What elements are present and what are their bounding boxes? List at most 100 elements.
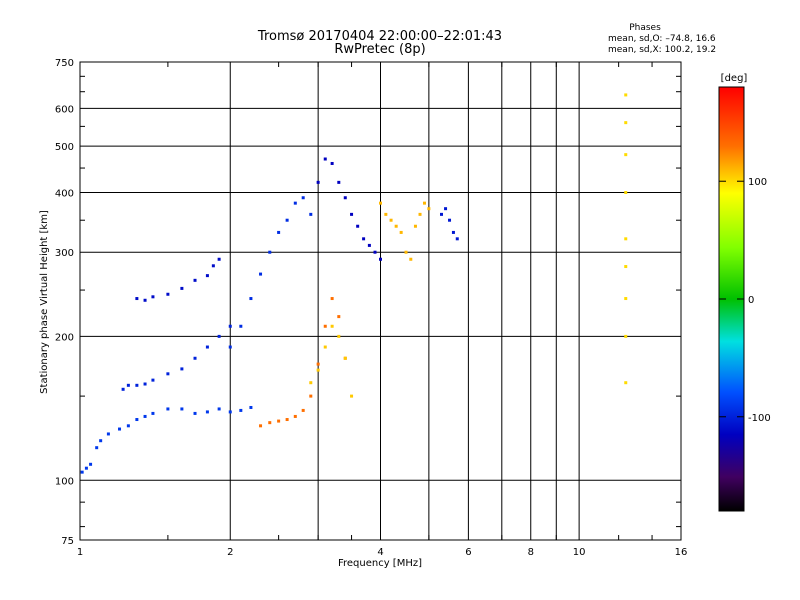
data-point <box>228 410 232 414</box>
chart-subtitle: RwPretec (8p) <box>334 42 425 57</box>
series-orange-band <box>259 297 347 428</box>
data-point <box>399 230 403 234</box>
data-point <box>404 250 408 254</box>
data-point <box>624 93 628 97</box>
data-point <box>180 367 184 371</box>
x-tick-label: 6 <box>465 547 471 558</box>
data-point <box>126 383 130 387</box>
series-f-layer-right <box>440 207 459 241</box>
data-point <box>193 278 197 282</box>
y-tick-label: 750 <box>55 58 74 69</box>
data-point <box>379 201 382 205</box>
data-point <box>259 272 263 276</box>
data-point <box>211 264 215 268</box>
colorbar-ticks: 100 0 -100 <box>719 177 771 424</box>
data-point <box>293 414 297 418</box>
y-axis-label: Stationary phase Virtual Height [km] <box>39 210 50 394</box>
data-point <box>217 257 221 261</box>
data-point <box>309 381 313 385</box>
data-point <box>394 224 398 228</box>
colorbar-label: [deg] <box>721 73 748 84</box>
data-point <box>309 394 313 398</box>
colorbar-tick-label: -100 <box>748 413 771 424</box>
data-point <box>409 257 413 261</box>
data-point <box>239 408 243 412</box>
x-tick-label: 2 <box>227 547 233 558</box>
series-f-layer-blue <box>316 157 382 261</box>
data-point <box>217 334 221 338</box>
series-low-band-upper <box>121 324 232 391</box>
data-point <box>323 157 327 161</box>
series-yellow-band <box>309 324 354 398</box>
series-vertical-12mhz <box>624 93 628 385</box>
data-point <box>268 250 272 254</box>
data-point <box>624 237 628 241</box>
data-point <box>367 243 371 247</box>
data-point <box>624 265 628 269</box>
data-point <box>121 387 125 391</box>
data-point <box>316 368 320 372</box>
data-point <box>301 196 305 200</box>
data-point <box>205 345 209 349</box>
y-tick-label: 200 <box>55 332 74 343</box>
series-mid-band-blue <box>228 196 313 349</box>
y-tick-labels: 75 100 200 300 400 500 600 750 <box>55 58 74 547</box>
data-point <box>373 250 377 254</box>
data-point <box>316 362 320 366</box>
grid <box>79 61 682 541</box>
data-point <box>259 424 263 428</box>
series-low-band-blue <box>80 405 253 474</box>
data-point <box>389 218 393 222</box>
data-point <box>151 411 155 415</box>
data-point <box>89 462 93 466</box>
colorbar-tick-label: 0 <box>748 295 754 306</box>
data-point <box>309 212 313 216</box>
x-tick-label: 16 <box>675 547 688 558</box>
data-point <box>249 297 253 301</box>
data-point <box>448 218 452 222</box>
y-tick-label: 500 <box>55 142 74 153</box>
data-point <box>384 212 388 216</box>
data-point <box>440 212 444 216</box>
data-point <box>285 418 289 422</box>
data-point <box>166 407 170 411</box>
data-point <box>118 427 122 431</box>
data-point <box>217 407 221 411</box>
data-point <box>301 408 305 412</box>
data-point <box>205 410 209 414</box>
data-point <box>277 230 281 234</box>
data-point <box>379 257 382 261</box>
data-point <box>337 334 341 338</box>
data-point <box>143 298 147 302</box>
data-point <box>268 421 272 425</box>
data-point <box>330 297 334 301</box>
data-point <box>323 324 327 328</box>
x-tick-label: 4 <box>377 547 383 558</box>
data-point <box>277 419 281 423</box>
plot-frame <box>79 61 682 541</box>
data-point <box>337 180 341 184</box>
x-tick-labels: 1 2 4 6 8 10 16 <box>77 547 688 558</box>
data-point <box>624 121 628 125</box>
data-point <box>193 411 197 415</box>
data-point <box>343 356 347 360</box>
data-point <box>285 218 289 222</box>
data-point <box>343 196 347 200</box>
x-axis-label: Frequency [MHz] <box>338 558 422 569</box>
data-point <box>444 207 448 211</box>
y-tick-label: 400 <box>55 188 74 199</box>
data-point <box>418 212 422 216</box>
data-point <box>193 356 197 360</box>
data-point <box>356 224 360 228</box>
data-point <box>180 407 184 411</box>
phase-stats-heading: Phases <box>629 23 661 33</box>
y-tick-label: 75 <box>61 536 74 547</box>
x-tick-label: 10 <box>573 547 586 558</box>
x-tick-label: 8 <box>528 547 534 558</box>
data-point <box>228 345 232 349</box>
data-point <box>205 274 209 278</box>
series-f-layer-yellow <box>379 201 431 261</box>
data-point <box>151 378 155 382</box>
y-tick-label: 600 <box>55 104 74 115</box>
data-point <box>95 446 99 450</box>
